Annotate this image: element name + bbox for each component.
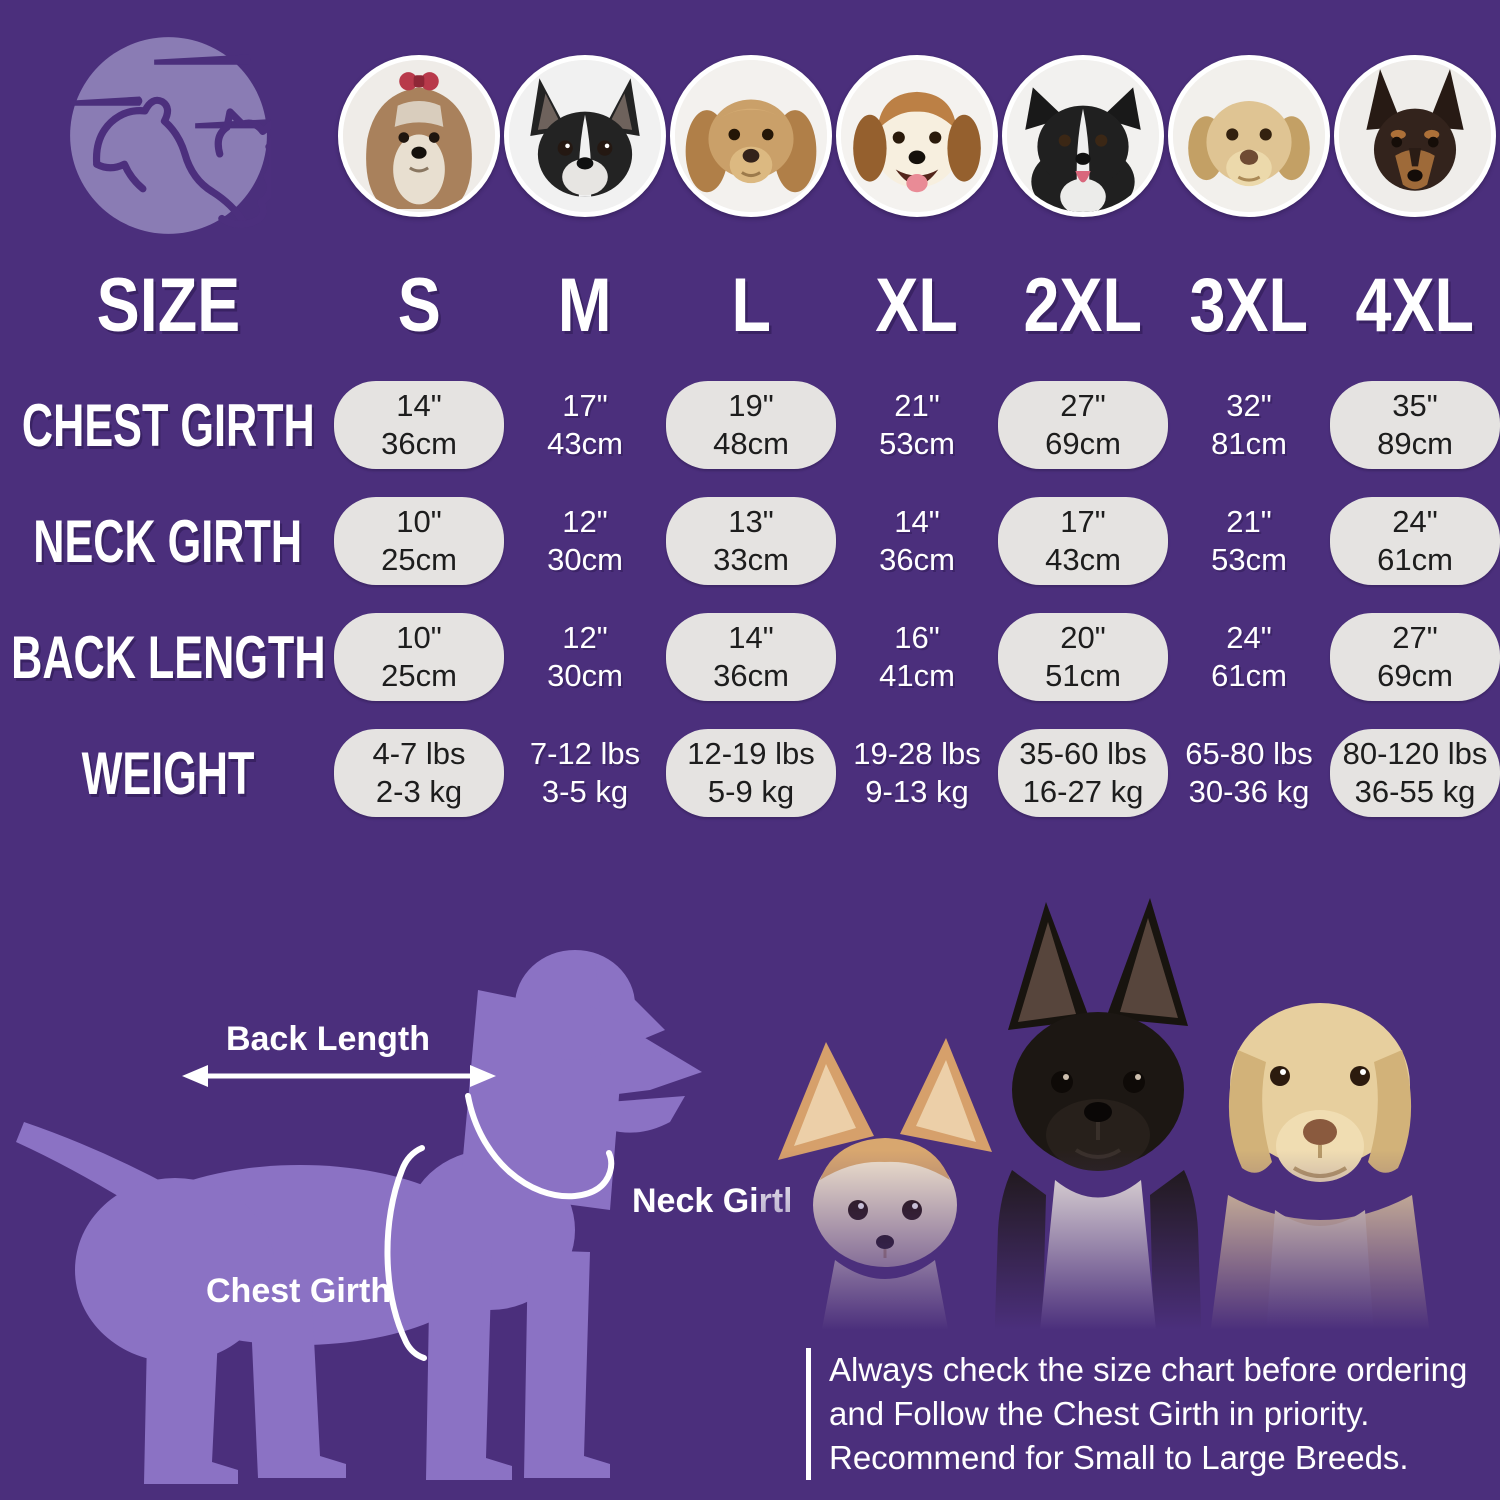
cell-neck-girth-4xl: 24" 61cm [1330, 483, 1500, 599]
back-length-label: Back Length [226, 1020, 430, 1058]
cell-back-length-3xl: 24" 61cm [1211, 620, 1287, 693]
note-line-3: Recommend for Small to Large Breeds. [829, 1439, 1409, 1476]
cell-neck-girth-xl: 14" 36cm [879, 504, 955, 577]
size-col-header-m: M [558, 262, 612, 348]
cell-back-length-4xl: 27" 69cm [1330, 599, 1500, 715]
row-label-weight: WEIGHT [81, 739, 255, 807]
cell-back-length-m: 12" 30cm [547, 620, 623, 693]
labrador-photo-circle [1168, 54, 1330, 217]
cell-neck-girth-l: 13" 33cm [666, 483, 836, 599]
cell-chest-girth-s: 14" 36cm [334, 367, 504, 483]
size-header: SIZE [0, 243, 336, 367]
cell-chest-girth-xl: 21" 53cm [879, 388, 955, 461]
border-collie-icon [1007, 59, 1159, 212]
cell-neck-girth-2xl: 17" 43cm [998, 483, 1168, 599]
measurement-curves [384, 1093, 615, 1361]
note-line-2: and Follow the Chest Girth in priority. [829, 1395, 1370, 1432]
cocker-spaniel-photo-circle [670, 54, 832, 217]
chest-girth-curve [384, 1145, 427, 1361]
cell-neck-girth-m: 12" 30cm [547, 504, 623, 577]
boston-terrier-icon [509, 59, 661, 212]
cell-back-length-2xl: 20" 51cm [998, 599, 1168, 715]
cell-chest-girth-2xl: 27" 69cm [998, 367, 1168, 483]
size-col-header-3xl: 3XL [1189, 262, 1309, 348]
cell-back-length-xl: 16" 41cm [879, 620, 955, 693]
cell-weight-m: 7-12 lbs 3-5 kg [529, 736, 641, 809]
breed-photo-cocker-spaniel [668, 28, 834, 243]
breed-photo-doberman [1332, 28, 1498, 243]
size-col-header-l: L [731, 262, 771, 348]
cell-weight-l: 12-19 lbs 5-9 kg [666, 715, 836, 831]
boston-terrier-photo-circle [504, 54, 666, 217]
labrador-icon [1173, 59, 1325, 212]
doberman-icon [1339, 59, 1491, 212]
cell-chest-girth-m: 17" 43cm [547, 388, 623, 461]
sizing-note: Always check the size chart before order… [806, 1348, 1467, 1480]
cell-weight-xl: 19-28 lbs 9-13 kg [853, 736, 981, 809]
row-label-neck-girth: NECK GIRTH [33, 507, 303, 575]
note-line-1: Always check the size chart before order… [829, 1351, 1468, 1388]
cell-weight-s: 4-7 lbs 2-3 kg [334, 715, 504, 831]
neck-girth-curve [465, 1093, 615, 1200]
cell-back-length-l: 14" 36cm [666, 599, 836, 715]
cell-weight-3xl: 65-80 lbs 30-36 kg [1185, 736, 1313, 809]
cell-weight-2xl: 35-60 lbs 16-27 kg [998, 715, 1168, 831]
shih-tzu-photo-circle [338, 54, 500, 217]
dog-silhouette-diagram: Back Length Neck Girth Chest Girth [16, 950, 804, 1484]
breed-photo-labrador [1166, 28, 1332, 243]
size-col-header-4xl: 4XL [1355, 262, 1475, 348]
cell-neck-girth-3xl: 21" 53cm [1211, 504, 1287, 577]
three-dogs-photo [760, 850, 1500, 1350]
doberman-photo-circle [1334, 54, 1496, 217]
breed-photo-boston-terrier [502, 28, 668, 243]
back-length-arrow [182, 1065, 496, 1087]
dog-cat-logo-icon [69, 37, 271, 234]
cell-chest-girth-4xl: 35" 89cm [1330, 367, 1500, 483]
cell-chest-girth-l: 19" 48cm [666, 367, 836, 483]
breed-photo-shih-tzu [336, 28, 502, 243]
size-chart-table: SIZE S M L XL 2XL 3XL 4XL CHEST GIRTH 14… [0, 28, 1500, 831]
beagle-photo-circle [836, 54, 998, 217]
measurement-diagram: Back Length Neck Girth Chest Girth [10, 890, 804, 1500]
cell-back-length-s: 10" 25cm [334, 599, 504, 715]
size-col-header-s: S [397, 262, 441, 348]
row-label-chest-girth: CHEST GIRTH [21, 391, 315, 459]
border-collie-photo-circle [1002, 54, 1164, 217]
size-header-label: SIZE [96, 262, 240, 348]
breed-photo-beagle [834, 28, 1000, 243]
cell-chest-girth-3xl: 32" 81cm [1211, 388, 1287, 461]
beagle-icon [841, 59, 993, 212]
cell-weight-4xl: 80-120 lbs 36-55 kg [1330, 715, 1500, 831]
size-col-header-2xl: 2XL [1023, 262, 1143, 348]
cocker-spaniel-icon [675, 59, 827, 212]
chest-girth-label: Chest Girth [206, 1272, 391, 1310]
logo-cell [0, 28, 336, 243]
size-col-header-xl: XL [875, 262, 959, 348]
row-label-back-length: BACK LENGTH [10, 623, 326, 691]
shih-tzu-icon [343, 59, 495, 212]
cell-neck-girth-s: 10" 25cm [334, 483, 504, 599]
breed-photo-border-collie [1000, 28, 1166, 243]
photo-fade-overlay [760, 1150, 1500, 1350]
